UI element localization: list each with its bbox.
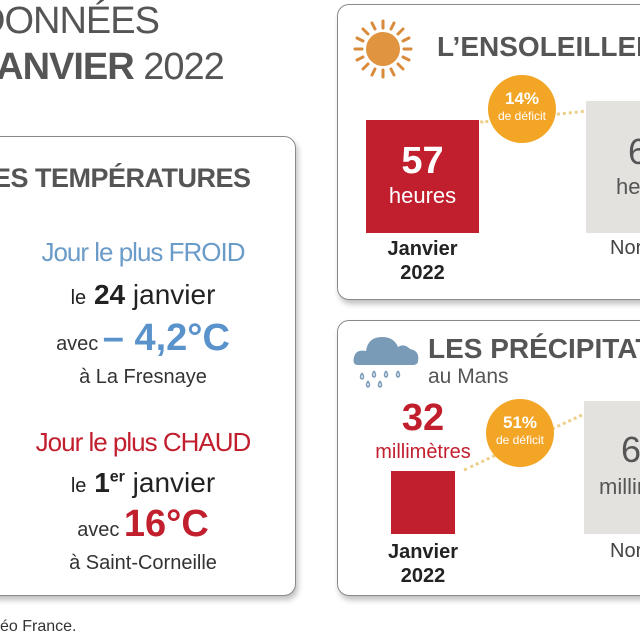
- precipitation-value: 32: [401, 397, 445, 439]
- cold-place: à La Fresnaye: [79, 366, 207, 388]
- sunshine-unit: heures: [388, 183, 457, 208]
- sunshine-deficit-badge: 14% de déficit: [488, 75, 556, 143]
- precipitation-normal-label: Nor: [610, 540, 640, 562]
- precipitation-deficit-badge: 51% de déficit: [486, 399, 554, 467]
- hot-place: à Saint-Corneille: [69, 552, 217, 574]
- sunshine-card: L’ENSOLEILLEM 57 heures 6 he 14% de défi…: [337, 4, 640, 300]
- precipitation-month-label: Janvier 2022: [387, 541, 459, 587]
- cold-value: – 4,2°C: [102, 317, 230, 359]
- sunshine-normal-label: Nor: [610, 237, 640, 259]
- hot-date: le 1er janvier: [70, 467, 216, 498]
- precip-normal-unit: millin: [599, 474, 640, 499]
- hot-value: 16°C: [123, 503, 209, 545]
- precipitation-bar-2022: [391, 471, 455, 534]
- rain-cloud-icon: [353, 337, 419, 388]
- sun-icon: [353, 19, 413, 79]
- precipitation-unit: millimètres: [375, 441, 471, 463]
- hot-value-row: avec 16°C: [77, 503, 209, 545]
- temperatures-card: LES TEMPÉRATURES Jour le plus FROID le 2…: [0, 136, 296, 596]
- sunshine-value: 57: [401, 140, 444, 182]
- hot-label: Jour le plus CHAUD: [35, 427, 252, 457]
- precipitation-title: LES PRÉCIPITAT: [428, 333, 640, 364]
- header-year: 2022: [143, 46, 225, 88]
- temperatures-title: LES TEMPÉRATURES: [0, 163, 251, 193]
- precipitation-bar-normal: 6 millin: [584, 401, 640, 534]
- sunshine-bar-normal: 6 he: [586, 101, 640, 233]
- cold-date: le 24 janvier: [70, 279, 216, 310]
- sunshine-title: L’ENSOLEILLEM: [437, 31, 640, 62]
- precipitation-card: LES PRÉCIPITAT au Mans 32 millimètres 6 …: [337, 320, 640, 596]
- sunshine-normal-value: 6: [628, 131, 640, 172]
- cold-value-row: avec – 4,2°C: [56, 317, 230, 359]
- precip-normal-value: 6: [621, 429, 640, 470]
- header-line1: DONNÉES: [0, 0, 160, 42]
- header-line2: JANVIER 2022: [0, 46, 225, 89]
- sunshine-month-label: Janvier 2022: [387, 238, 458, 284]
- sunshine-normal-unit: he: [616, 174, 640, 199]
- header-month: JANVIER: [0, 46, 135, 88]
- cold-label: Jour le plus FROID: [41, 237, 245, 267]
- source-footer: éo France.: [0, 618, 77, 635]
- sunshine-bar-2022: 57 heures: [366, 120, 479, 233]
- precipitation-subtitle: au Mans: [428, 365, 509, 388]
